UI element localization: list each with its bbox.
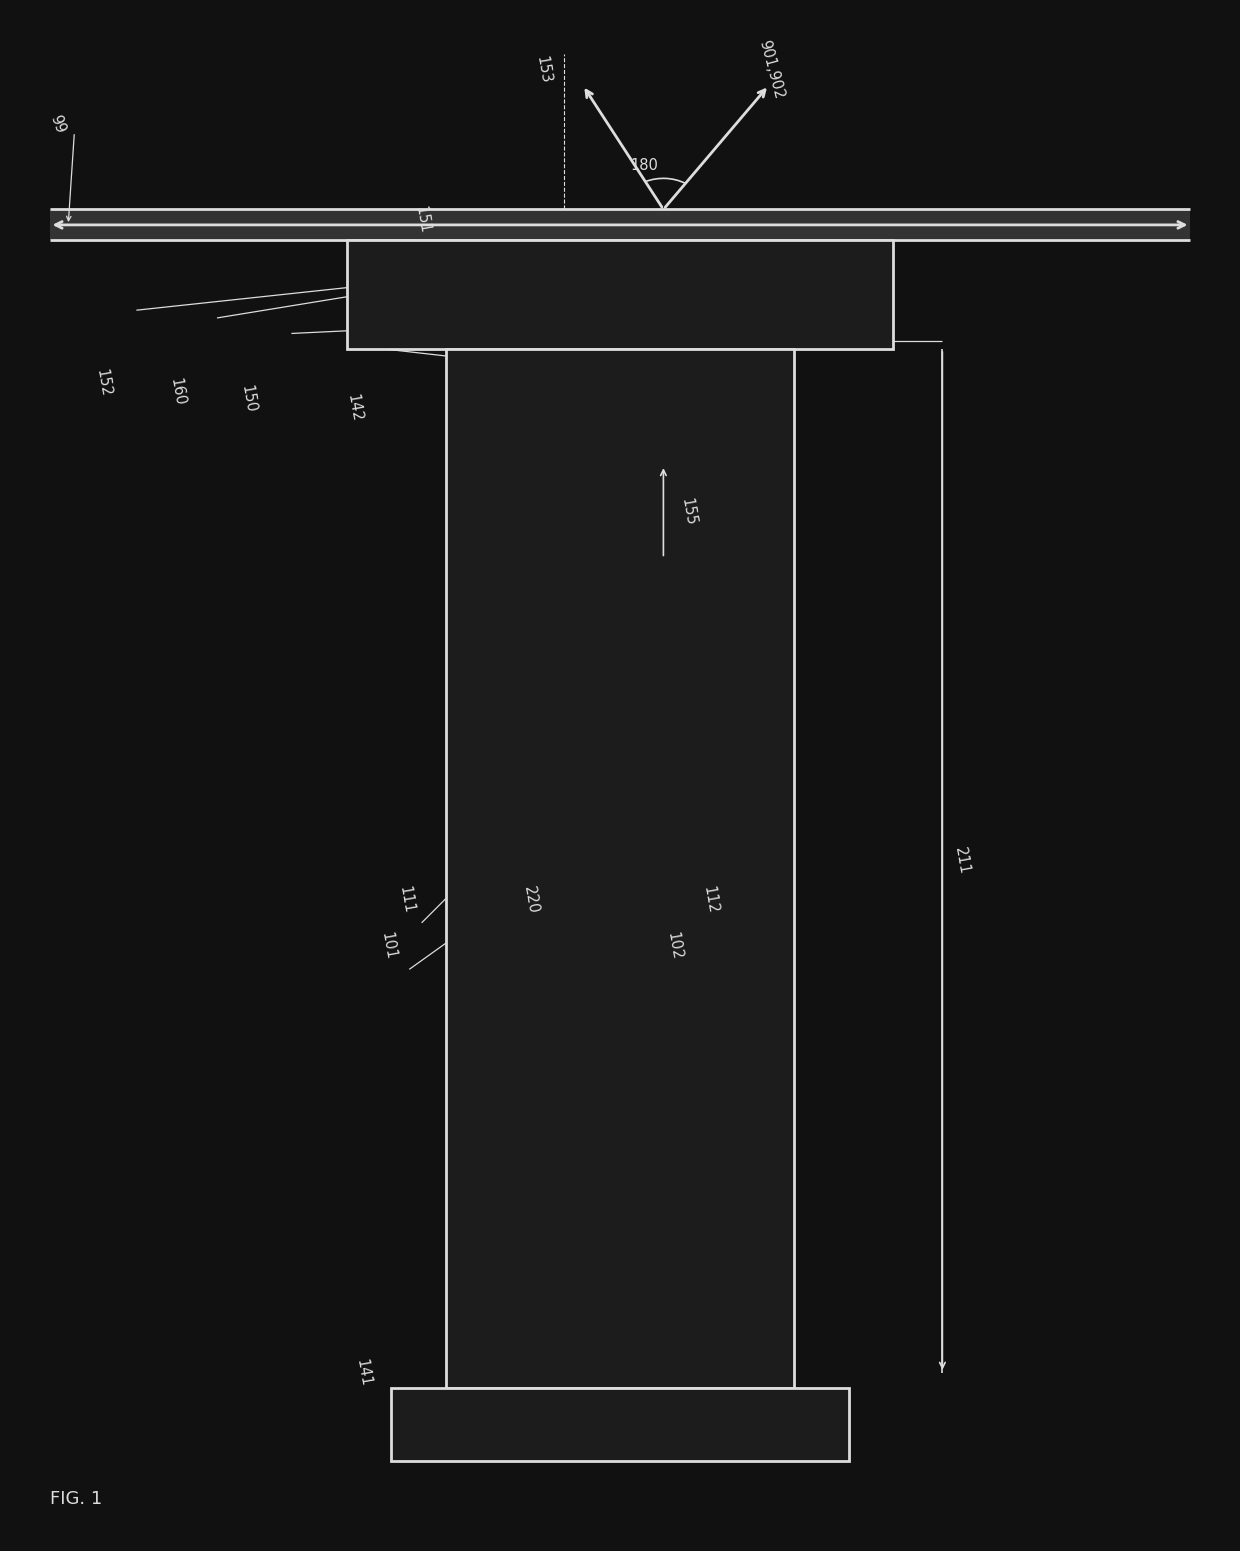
Text: 102: 102 xyxy=(665,931,684,962)
Text: 150: 150 xyxy=(238,383,258,414)
Bar xyxy=(446,349,794,1388)
Text: 101: 101 xyxy=(378,931,398,962)
Text: 220: 220 xyxy=(521,884,541,915)
Text: 111: 111 xyxy=(397,884,417,915)
Bar xyxy=(347,240,893,349)
Text: 211: 211 xyxy=(952,845,972,876)
Text: 142: 142 xyxy=(345,392,365,423)
Text: 153: 153 xyxy=(533,54,553,85)
Text: 99: 99 xyxy=(47,113,67,135)
Text: 151: 151 xyxy=(413,205,433,236)
Bar xyxy=(391,1388,849,1461)
Text: 152: 152 xyxy=(93,368,113,399)
Text: 180: 180 xyxy=(631,158,658,174)
Text: 141: 141 xyxy=(353,1357,373,1388)
Text: FIG. 1: FIG. 1 xyxy=(50,1489,102,1508)
Text: 901,902: 901,902 xyxy=(756,39,786,101)
Bar xyxy=(50,209,1190,240)
Text: 160: 160 xyxy=(167,377,187,408)
Text: 155: 155 xyxy=(678,496,698,527)
Text: 112: 112 xyxy=(701,884,720,915)
